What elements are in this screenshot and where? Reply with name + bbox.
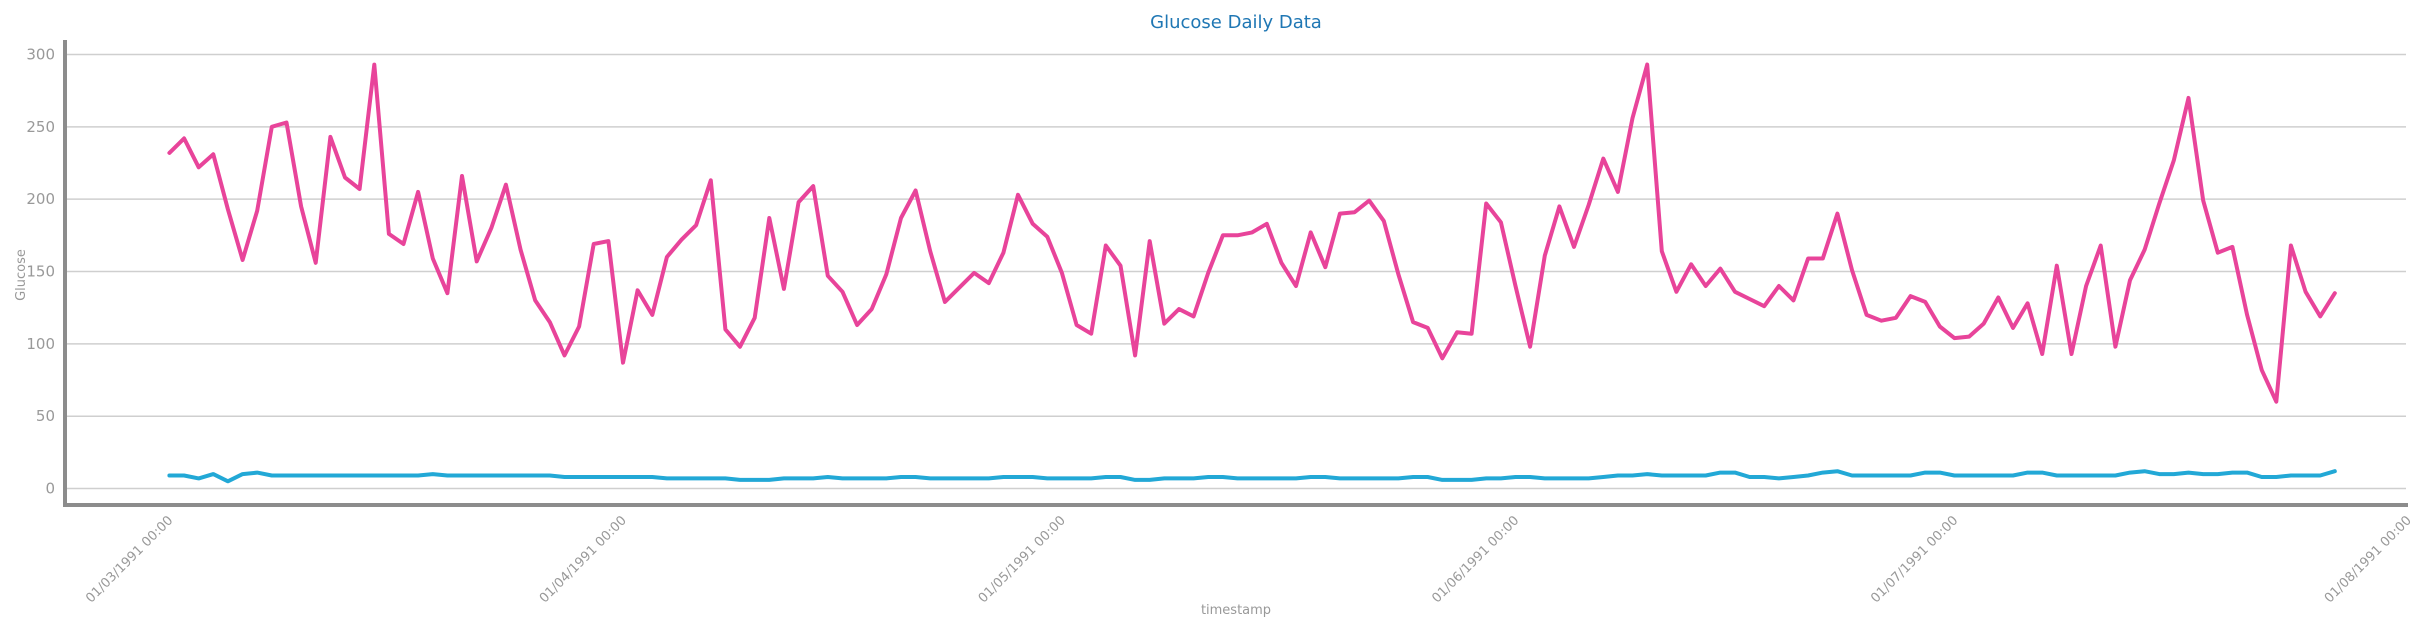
x-tick-label: 01/07/1991 00:00: [1868, 513, 1961, 606]
y-tick-label: 300: [26, 45, 55, 63]
y-tick-label: 250: [26, 118, 55, 136]
y-tick-label: 0: [45, 480, 55, 498]
x-tick-label: 01/04/1991 00:00: [537, 513, 630, 606]
x-tick-label: 01/03/1991 00:00: [83, 513, 176, 606]
y-tick-label: 150: [26, 263, 55, 281]
x-tick-label: 01/05/1991 00:00: [976, 513, 1069, 606]
y-tick-label: 100: [26, 335, 55, 353]
y-axis-label: Glucose: [14, 249, 29, 301]
series-line-2: [167, 469, 2337, 484]
x-tick-label: 01/06/1991 00:00: [1429, 513, 1522, 606]
series-lines: [167, 62, 2337, 484]
series-line-1: [167, 62, 2337, 404]
y-tick-label: 50: [36, 407, 55, 425]
y-tick-labels: 0 50 100 150 200 250 300: [26, 45, 55, 497]
x-axis-label: timestamp: [1201, 603, 1271, 618]
x-tick-labels: 01/03/1991 00:00 01/04/1991 00:00 01/05/19…: [83, 513, 2412, 606]
y-tick-label: 200: [26, 190, 55, 208]
chart-title: Glucose Daily Data: [1150, 12, 1322, 33]
gridlines: [67, 53, 2406, 490]
x-tick-label: 01/08/1991 00:00: [2322, 513, 2412, 606]
